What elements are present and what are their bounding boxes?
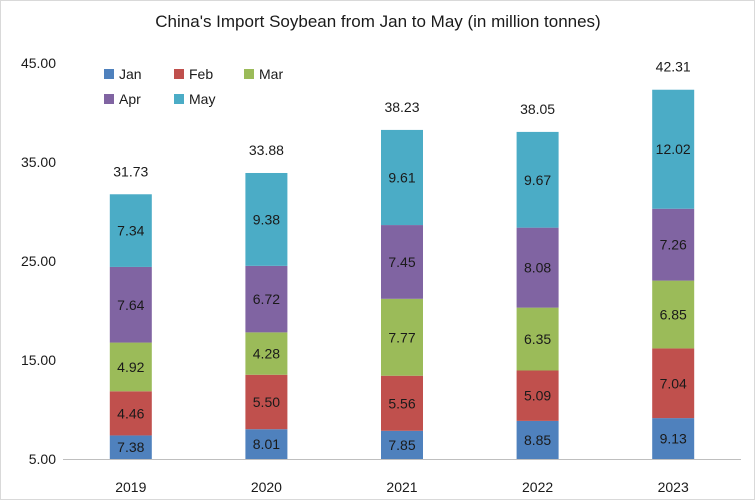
data-label: 4.28 — [253, 346, 280, 362]
bar-segment-may — [245, 172, 288, 266]
legend-swatch — [244, 69, 254, 79]
bars: 7.38 4.46 4.92 7.64 7.34 8.01 5.50 4.28 6.72 9.38… — [109, 89, 695, 459]
y-tick-label: 45.00 — [21, 55, 56, 71]
data-label: 12.02 — [656, 141, 691, 157]
x-tick-label: 2020 — [251, 479, 282, 495]
x-tick-label: 2019 — [115, 479, 146, 495]
total-label: 42.31 — [656, 59, 691, 75]
legend-swatch — [104, 94, 114, 104]
legend-item-apr: Apr — [104, 91, 141, 107]
data-label: 7.26 — [660, 237, 687, 253]
chart-title: China's Import Soybean from Jan to May (… — [155, 12, 600, 31]
bar-segment-apr — [245, 265, 288, 333]
data-label: 7.38 — [117, 439, 144, 455]
bar-segment-jan — [109, 435, 152, 459]
x-tick-label: 2023 — [658, 479, 689, 495]
data-label: 7.04 — [660, 375, 687, 391]
bar-segment-may — [381, 129, 423, 226]
data-label: 4.46 — [117, 405, 144, 421]
bar-segment-mar — [516, 307, 559, 371]
total-label: 31.73 — [113, 163, 148, 179]
bar-segment-mar — [109, 342, 152, 392]
total-label: 38.23 — [384, 99, 419, 115]
data-label: 7.34 — [117, 223, 144, 239]
bar-stack: 8.01 5.50 4.28 6.72 9.38 — [245, 172, 288, 459]
legend-label: Mar — [259, 66, 283, 82]
data-label: 9.13 — [660, 431, 687, 447]
legend-label: Apr — [119, 91, 141, 107]
bar-segment-may — [652, 89, 695, 209]
data-label: 4.92 — [117, 359, 144, 375]
legend-item-jan: Jan — [104, 66, 142, 82]
bar-segment-feb — [516, 370, 559, 421]
bar-segment-feb — [109, 391, 152, 436]
legend-label: Feb — [189, 66, 213, 82]
x-axis: 2019 2020 2021 2022 2023 — [63, 459, 741, 495]
bar-segment-jan — [516, 420, 559, 459]
legend: Jan Feb Mar Apr May — [104, 66, 283, 107]
data-label: 9.67 — [524, 172, 551, 188]
data-label: 7.77 — [388, 329, 415, 345]
y-tick-label: 15.00 — [21, 352, 56, 368]
bar-segment-apr — [381, 225, 423, 299]
legend-swatch — [104, 69, 114, 79]
data-label: 6.72 — [253, 291, 280, 307]
data-label: 6.35 — [524, 331, 551, 347]
y-tick-label: 5.00 — [29, 451, 56, 467]
data-label: 7.85 — [388, 437, 415, 453]
bar-segment-mar — [245, 332, 288, 375]
legend-swatch — [174, 94, 184, 104]
data-label: 5.50 — [253, 394, 280, 410]
data-label: 8.01 — [253, 436, 280, 452]
legend-item-mar: Mar — [244, 66, 283, 82]
bar-segment-may — [516, 131, 559, 228]
legend-label: May — [189, 91, 215, 107]
y-axis: 5.00 15.00 25.00 35.00 45.00 — [21, 55, 56, 467]
total-labels: 31.73 33.88 38.23 38.05 42.31 — [113, 59, 691, 180]
legend-item-feb: Feb — [174, 66, 213, 82]
bar-stack: 9.13 7.04 6.85 7.26 12.02 — [652, 89, 695, 459]
data-label: 7.45 — [388, 254, 415, 270]
bar-segment-apr — [652, 208, 695, 281]
x-tick-label: 2021 — [386, 479, 417, 495]
data-label: 8.08 — [524, 260, 551, 276]
bar-segment-feb — [381, 375, 423, 431]
data-label: 6.85 — [660, 307, 687, 323]
bar-segment-jan — [652, 418, 695, 459]
x-tick-label: 2022 — [522, 479, 553, 495]
bar-segment-apr — [516, 227, 559, 308]
bar-segment-may — [109, 194, 152, 267]
total-label: 38.05 — [520, 101, 555, 117]
bar-segment-jan — [245, 429, 288, 459]
data-label: 5.09 — [524, 388, 551, 404]
y-tick-label: 35.00 — [21, 154, 56, 170]
bar-stack: 7.38 4.46 4.92 7.64 7.34 — [109, 194, 152, 459]
legend-item-may: May — [174, 91, 215, 107]
data-label: 9.38 — [253, 211, 280, 227]
legend-swatch — [174, 69, 184, 79]
bar-segment-jan — [381, 430, 423, 459]
bar-segment-feb — [245, 374, 288, 430]
bar-segment-mar — [652, 280, 695, 349]
data-label: 5.56 — [388, 395, 415, 411]
legend-label: Jan — [119, 66, 142, 82]
bar-stack: 7.85 5.56 7.77 7.45 9.61 — [381, 129, 423, 459]
data-label: 8.85 — [524, 432, 551, 448]
data-label: 7.64 — [117, 297, 144, 313]
bar-stack: 8.85 5.09 6.35 8.08 9.67 — [516, 131, 559, 459]
data-label: 9.61 — [388, 169, 415, 185]
bar-segment-apr — [109, 266, 152, 343]
bar-segment-mar — [381, 298, 423, 376]
bar-segment-feb — [652, 348, 695, 419]
y-tick-label: 25.00 — [21, 253, 56, 269]
total-label: 33.88 — [249, 142, 284, 158]
